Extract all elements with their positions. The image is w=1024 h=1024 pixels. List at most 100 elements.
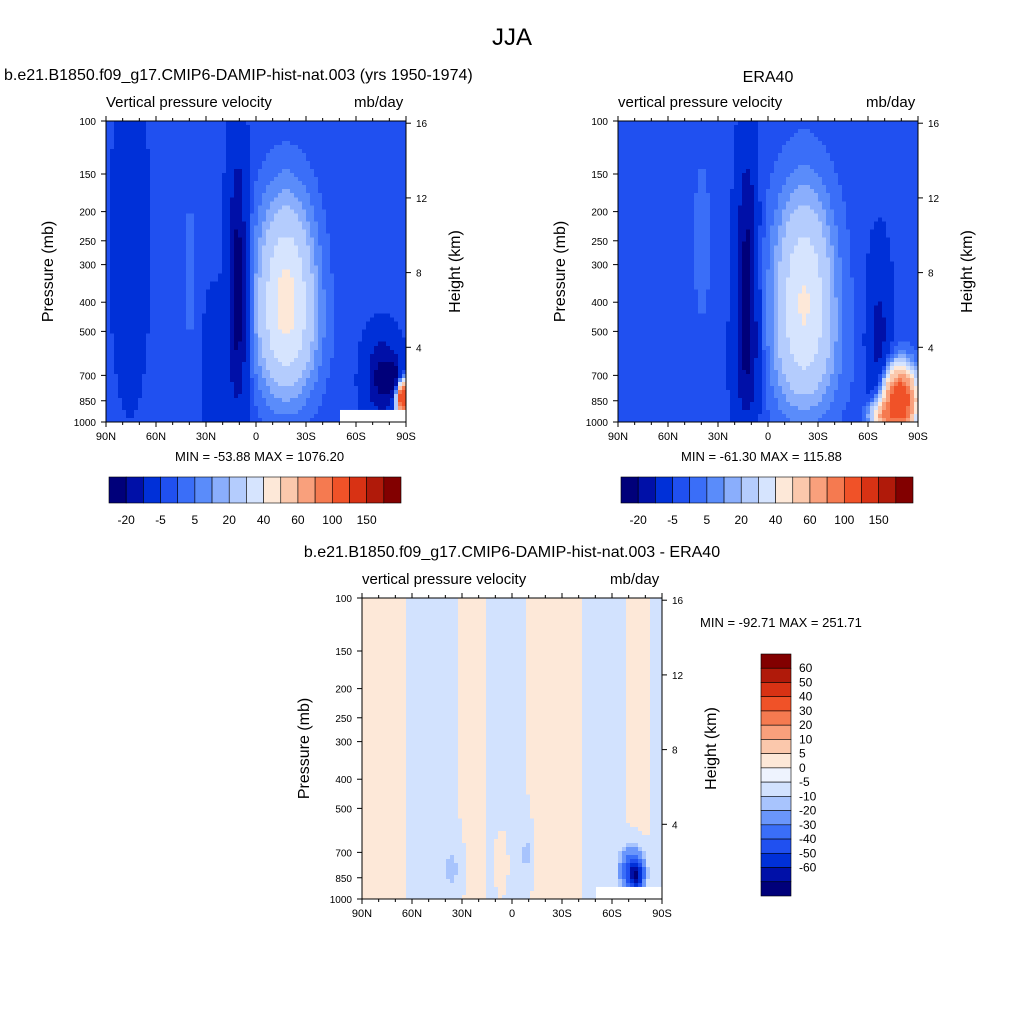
x-tick-label: 30S (552, 908, 572, 920)
panel-2-title: ERA40 (742, 69, 794, 86)
panel-2-variable-label: vertical pressure velocity (618, 94, 783, 111)
colorbar-swatch (760, 881, 792, 897)
y-tick-label: 200 (79, 208, 96, 219)
colorbar-label: -20 (118, 513, 136, 527)
panel-3-axes (357, 593, 667, 904)
colorbar-swatch (723, 476, 742, 504)
colorbar-swatch (809, 476, 828, 504)
colorbar-swatch (280, 476, 299, 504)
colorbar-swatch (760, 838, 792, 854)
colorbar-swatch (775, 476, 794, 504)
x-tick-label: 90N (96, 431, 116, 443)
colorbar-swatch (228, 476, 247, 504)
panel-2-axes (613, 116, 923, 427)
y2-tick-label: 16 (672, 596, 684, 607)
y-tick-label: 150 (335, 647, 352, 658)
colorbar-swatch (878, 476, 897, 504)
colorbar-label: -5 (799, 775, 810, 789)
colorbar-swatch (760, 682, 792, 698)
y2-tick-label: 16 (928, 119, 940, 130)
panel-2-min-max: MIN = -61.30 MAX = 115.88 (681, 449, 842, 464)
x-tick-label: 60N (146, 431, 166, 443)
colorbar-swatch (108, 476, 127, 504)
colorbar-swatch (760, 696, 792, 712)
colorbar-swatch (637, 476, 656, 504)
panel-2-contour-field (618, 121, 919, 423)
panel-1-colorbar: -20 -5 5 20 40 60 100 150 (108, 476, 402, 527)
colorbar-label: 20 (799, 718, 813, 732)
colorbar-swatch (861, 476, 879, 504)
x-tick-label: 90S (908, 431, 928, 443)
colorbar-label: -50 (799, 846, 817, 860)
colorbar-swatch (760, 781, 792, 797)
colorbar-label: 100 (322, 513, 342, 527)
y2-tick-label: 12 (416, 194, 428, 205)
colorbar-swatch (331, 476, 350, 504)
colorbar-swatch (740, 476, 759, 504)
x-tick-label: 0 (509, 908, 515, 920)
colorbar-label: 40 (799, 690, 813, 704)
colorbar-label: -30 (799, 818, 817, 832)
y-tick-label: 850 (79, 397, 96, 408)
colorbar-swatch (760, 710, 792, 726)
colorbar-swatch (383, 476, 402, 504)
x-tick-label: 90N (608, 431, 628, 443)
colorbar-label: -5 (667, 513, 678, 527)
y-tick-label: 850 (335, 874, 352, 885)
colorbar-swatch (760, 753, 792, 769)
colorbar-swatch (843, 476, 862, 504)
colorbar-label: 60 (291, 513, 305, 527)
y2-tick-label: 8 (928, 269, 934, 280)
y-tick-label: 100 (79, 117, 96, 128)
y-tick-label: 400 (79, 298, 96, 309)
y-tick-label: 700 (79, 371, 96, 382)
y2-tick-label: 4 (416, 343, 422, 354)
y2-tick-label: 16 (416, 119, 428, 130)
colorbar-label: 150 (357, 513, 377, 527)
colorbar-swatch (826, 476, 845, 504)
colorbar-label: 0 (799, 761, 806, 775)
colorbar-swatch (758, 476, 776, 504)
colorbar-label: 60 (803, 513, 817, 527)
y2-axis-title: Height (km) (447, 230, 464, 313)
y-tick-label: 100 (335, 594, 352, 605)
x-tick-label: 60S (602, 908, 622, 920)
colorbar-swatch (366, 476, 385, 504)
y-tick-label: 100 (591, 117, 608, 128)
colorbar-swatch (760, 810, 792, 826)
y-tick-label: 500 (591, 327, 608, 338)
panel-3-units-label: mb/day (610, 571, 660, 588)
colorbar-swatch (895, 476, 914, 504)
y-tick-label: 1000 (330, 895, 353, 906)
colorbar-swatch (194, 476, 213, 504)
colorbar-swatch (760, 796, 792, 811)
y2-tick-label: 8 (672, 746, 678, 757)
colorbar-swatch (760, 824, 792, 840)
panel-3-title: b.e21.B1850.f09_g17.CMIP6-DAMIP-hist-nat… (303, 544, 721, 561)
colorbar-label: 5 (192, 513, 199, 527)
colorbar-swatch (297, 476, 316, 504)
y2-tick-label: 8 (416, 269, 422, 280)
y-tick-label: 700 (591, 371, 608, 382)
y2-axis-title: Height (km) (703, 707, 720, 790)
x-tick-label: 60N (402, 908, 422, 920)
y-tick-label: 1000 (74, 418, 97, 429)
panel-1-variable-label: Vertical pressure velocity (106, 94, 272, 111)
y-tick-label: 1000 (586, 418, 609, 429)
y-tick-label: 400 (591, 298, 608, 309)
colorbar-swatch (655, 476, 673, 504)
y2-tick-label: 12 (928, 194, 940, 205)
panel-3-variable-label: vertical pressure velocity (362, 571, 527, 588)
missing-data-region (340, 409, 406, 422)
colorbar-swatch (760, 852, 792, 868)
colorbar-label: 150 (869, 513, 889, 527)
x-tick-label: 30N (196, 431, 216, 443)
y-tick-label: 300 (591, 261, 608, 272)
panel-3-min-max: MIN = -92.71 MAX = 251.71 (700, 615, 862, 630)
colorbar-swatch (760, 867, 792, 883)
x-tick-label: 60S (858, 431, 878, 443)
colorbar-swatch (314, 476, 333, 504)
y-tick-label: 150 (591, 170, 608, 181)
colorbar-label: 20 (223, 513, 237, 527)
